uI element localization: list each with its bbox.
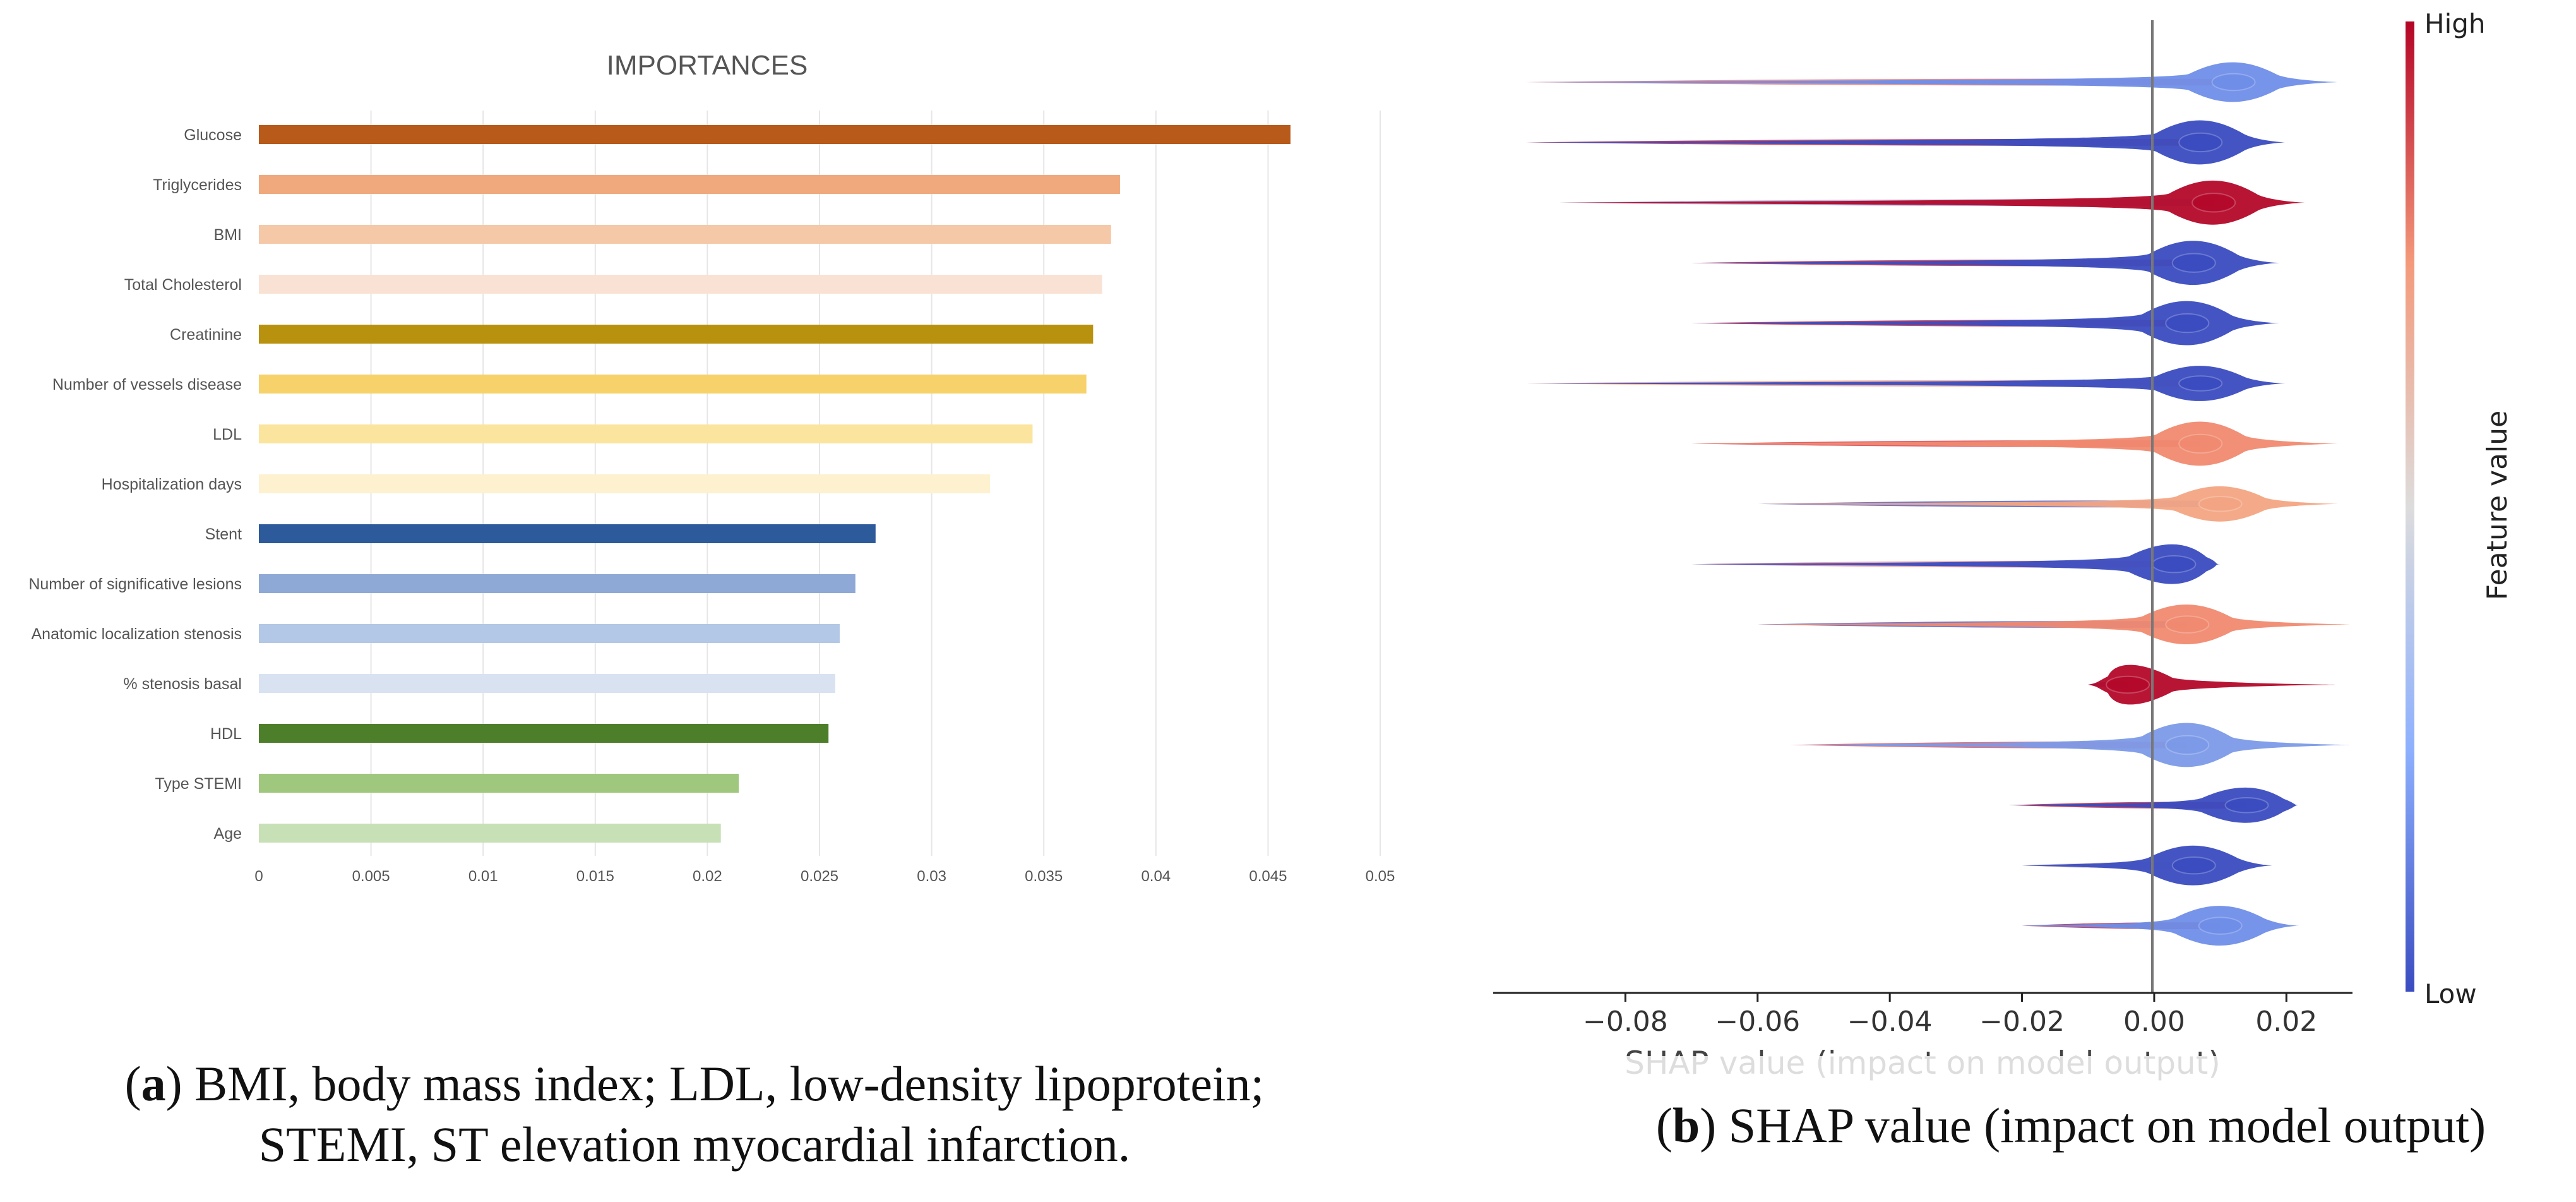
colorbar-low-label: Low (2424, 978, 2477, 1009)
bar-number-of-significative-lesions (259, 574, 856, 593)
x-tick-label: 0.045 (1249, 868, 1287, 885)
shap-tick-label: 0.00 (2123, 1006, 2185, 1038)
violin-6 (1691, 421, 2340, 466)
category-label: Hospitalization days (102, 476, 242, 493)
importance-bars (259, 125, 1291, 843)
category-label: Glucose (184, 126, 242, 144)
bar-ldl (259, 424, 1033, 443)
caption-a-line2: STEMI, ST elevation myocardial infarctio… (258, 1117, 1131, 1172)
violin-11 (1791, 723, 2352, 767)
violin-core-12 (2224, 797, 2269, 814)
colorbar-title: Feature value (2481, 411, 2513, 600)
category-label: Age (214, 825, 242, 843)
violin-2 (1559, 180, 2306, 225)
importance-chart-title: IMPORTANCES (607, 50, 808, 81)
caption-b-label: b (1672, 1098, 1700, 1153)
violin-core-1 (2178, 132, 2223, 153)
shap-x-ticks: −0.08 −0.06 −0.04 −0.02 0.00 0.02 (1583, 993, 2317, 1038)
violin-core-3 (2171, 253, 2216, 273)
violin-5 (1526, 366, 2287, 401)
shap-tick-label: 0.02 (2255, 1006, 2317, 1038)
violin-10 (2088, 664, 2340, 705)
x-tick-label: 0 (254, 868, 263, 885)
bar-stenosis-basal (259, 674, 835, 693)
category-label: BMI (214, 226, 242, 244)
colorbar (2406, 21, 2414, 992)
violin-core-8 (2152, 555, 2197, 574)
bar-glucose (259, 125, 1291, 144)
shap-violins (1526, 62, 2352, 946)
violin-core-4 (2165, 313, 2210, 334)
violin-8 (1691, 544, 2221, 584)
x-tick-label: 0.03 (917, 868, 946, 885)
category-label: Number of vessels disease (52, 376, 242, 394)
bar-age (259, 824, 721, 843)
violin-core-7 (2198, 496, 2243, 512)
x-tick-label: 0.05 (1366, 868, 1395, 885)
violin-core-13 (2171, 856, 2216, 875)
violin-core-5 (2178, 375, 2223, 392)
bar-hospitalization-days (259, 474, 990, 493)
bar-stent (259, 524, 876, 543)
violin-3 (1691, 241, 2280, 285)
violin-4 (1691, 301, 2280, 346)
bar-hdl (259, 724, 829, 743)
violin-core-11 (2165, 735, 2210, 755)
shap-tick-label: −0.06 (1715, 1006, 1800, 1038)
importance-x-ticks: 0 0.005 0.01 0.015 0.02 0.025 0.03 0.035 0.04 0.0… (254, 868, 1395, 885)
importance-bar-chart: IMPORTANCES Glucose Triglycerides BMI Total… (28, 50, 1395, 885)
violin-core-14 (2198, 917, 2243, 935)
caption-a: (a) BMI, body mass index; LDL, low-densi… (124, 1056, 1265, 1172)
violin-core-6 (2178, 433, 2223, 454)
category-label: Number of significative lesions (28, 575, 242, 593)
importance-category-labels: Glucose Triglycerides BMI Total Cholesterol… (28, 126, 242, 843)
x-tick-label: 0.005 (352, 868, 390, 885)
shap-tick-label: −0.02 (1979, 1006, 2065, 1038)
bar-creatinine (259, 325, 1094, 344)
violin-13 (2022, 845, 2274, 886)
shap-tick-label: −0.08 (1583, 1006, 1668, 1038)
category-label: LDL (213, 426, 242, 443)
category-label: Triglycerides (153, 176, 242, 194)
violin-1 (1526, 120, 2287, 165)
x-tick-label: 0.02 (693, 868, 722, 885)
x-tick-label: 0.01 (468, 868, 498, 885)
shap-tick-label: −0.04 (1847, 1006, 1933, 1038)
bar-total-cholesterol (259, 275, 1102, 294)
bar-anatomic-localization-stenosis (259, 624, 840, 643)
violin-12 (2008, 787, 2300, 823)
shap-violin-chart: −0.08−0.06−0.04−0.020.000.02 SHAP value … (1493, 8, 2513, 1081)
category-label: Anatomic localization stenosis (32, 625, 242, 643)
caption-b: (b) SHAP value (impact on model output) (1655, 1098, 2486, 1153)
bar-triglycerides (259, 175, 1120, 194)
violin-core-2 (2191, 193, 2236, 213)
colorbar-high-label: High (2424, 8, 2486, 39)
category-label: Type STEMI (155, 775, 242, 793)
category-label: Stent (205, 526, 242, 543)
violin-0 (1526, 62, 2340, 102)
caption-b-text: ) SHAP value (impact on model output) (1700, 1098, 2486, 1153)
x-tick-label: 0.04 (1141, 868, 1171, 885)
x-tick-label: 0.035 (1025, 868, 1063, 885)
violin-core-9 (2165, 615, 2210, 634)
bar-number-of-vessels-disease (259, 375, 1087, 394)
caption-a-label: a (141, 1056, 166, 1111)
caption-a-text: ) BMI, body mass index; LDL, low-density… (165, 1056, 1265, 1111)
violin-9 (1757, 604, 2352, 645)
category-label: % stenosis basal (123, 675, 242, 693)
violin-core-0 (2211, 73, 2256, 92)
category-label: HDL (210, 725, 242, 743)
x-tick-label: 0.025 (801, 868, 838, 885)
violin-core-10 (2106, 675, 2150, 694)
bar-type-stemi (259, 774, 739, 793)
violin-7 (1757, 486, 2340, 522)
category-label: Creatinine (170, 326, 242, 344)
category-label: Total Cholesterol (124, 276, 242, 294)
bar-bmi (259, 225, 1111, 244)
violin-14 (2022, 906, 2300, 946)
x-tick-label: 0.015 (576, 868, 614, 885)
